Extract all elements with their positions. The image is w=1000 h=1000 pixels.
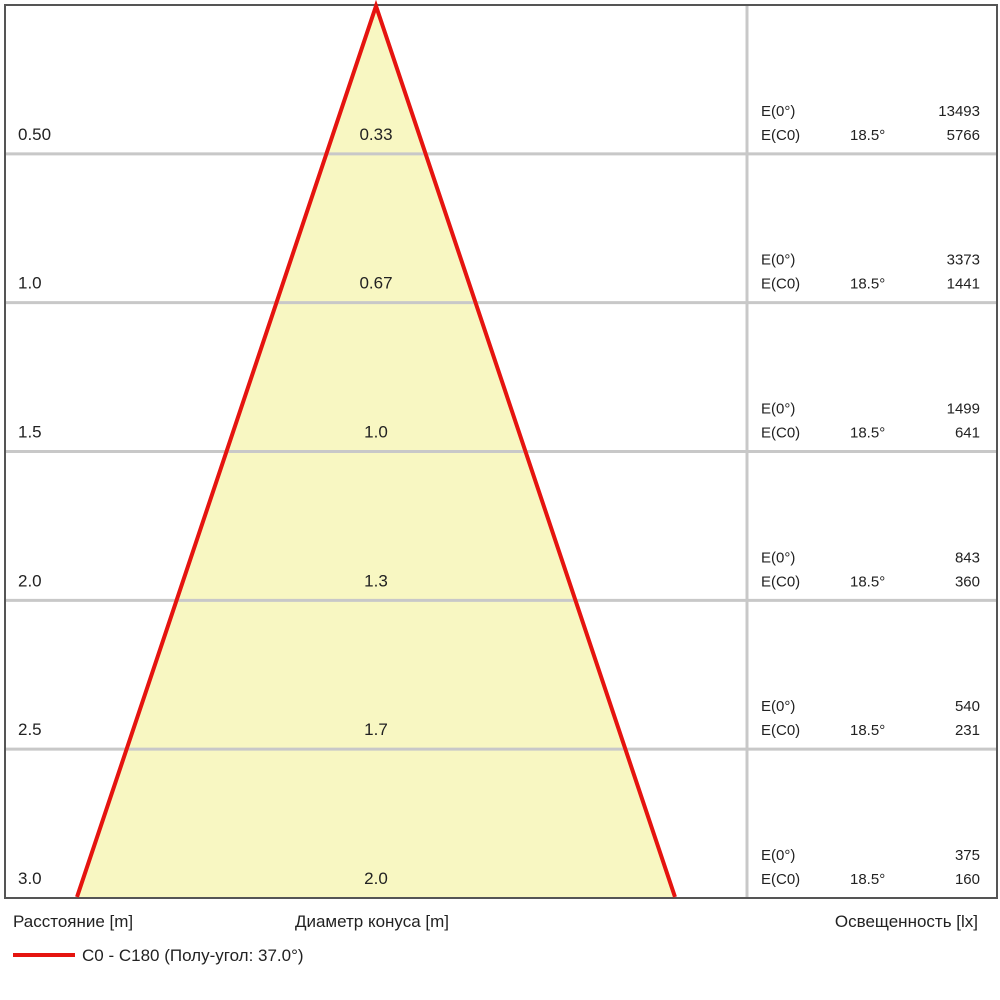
cone-diameter: 0.33 (359, 125, 392, 144)
distance: 1.5 (18, 423, 42, 442)
cone-diameter: 2.0 (364, 869, 388, 888)
cone-diameter: 1.7 (364, 720, 388, 739)
distance: 2.0 (18, 571, 42, 590)
e0-value: 375 (955, 847, 980, 864)
cone-diameter: 1.0 (364, 423, 388, 442)
e0-value: 13493 (938, 103, 980, 120)
grid (5, 152, 997, 751)
illuminance-label: Освещенность [lx] (835, 912, 978, 931)
distance: 2.5 (18, 720, 42, 739)
ec0-angle: 18.5° (850, 722, 885, 739)
ec0-angle: 18.5° (850, 276, 885, 293)
ec0-label: E(C0) (761, 276, 800, 293)
e0-label: E(0°) (761, 103, 795, 120)
e0-label: E(0°) (761, 401, 795, 418)
ec0-label: E(C0) (761, 573, 800, 590)
ec0-label: E(C0) (761, 871, 800, 888)
distance: 0.50 (18, 125, 51, 144)
distance: 3.0 (18, 869, 42, 888)
e0-value: 540 (955, 698, 980, 715)
distance-label: Расстояние [m] (13, 912, 133, 931)
e0-label: E(0°) (761, 698, 795, 715)
ec0-label: E(C0) (761, 722, 800, 739)
cone-diameter: 0.67 (359, 274, 392, 293)
diameter-label: Диаметр конуса [m] (295, 912, 449, 931)
e0-value: 843 (955, 549, 980, 566)
frame (4, 4, 998, 899)
ec0-label: E(C0) (761, 127, 800, 144)
ec0-angle: 18.5° (850, 127, 885, 144)
ec0-value: 1441 (947, 276, 980, 293)
ec0-value: 360 (955, 573, 980, 590)
cone-diameter: 1.3 (364, 571, 388, 590)
ec0-angle: 18.5° (850, 573, 885, 590)
ec0-label: E(C0) (761, 425, 800, 442)
ec0-value: 160 (955, 871, 980, 888)
e0-label: E(0°) (761, 252, 795, 269)
e0-label: E(0°) (761, 847, 795, 864)
ec0-value: 641 (955, 425, 980, 442)
distance: 1.0 (18, 274, 42, 293)
e0-value: 1499 (947, 401, 980, 418)
ec0-value: 5766 (947, 127, 980, 144)
e0-label: E(0°) (761, 549, 795, 566)
rows: 0.50 0.33 E(0°) 13493 E(C0) 18.5° 5766 1.0 0.67 E… (18, 103, 980, 888)
e0-value: 3373 (947, 252, 980, 269)
ec0-angle: 18.5° (850, 871, 885, 888)
cone-outline (75, 0, 677, 898)
ec0-value: 231 (955, 722, 980, 739)
legend-label: C0 - C180 (Полу-угол: 37.0°) (82, 946, 304, 965)
ec0-angle: 18.5° (850, 425, 885, 442)
